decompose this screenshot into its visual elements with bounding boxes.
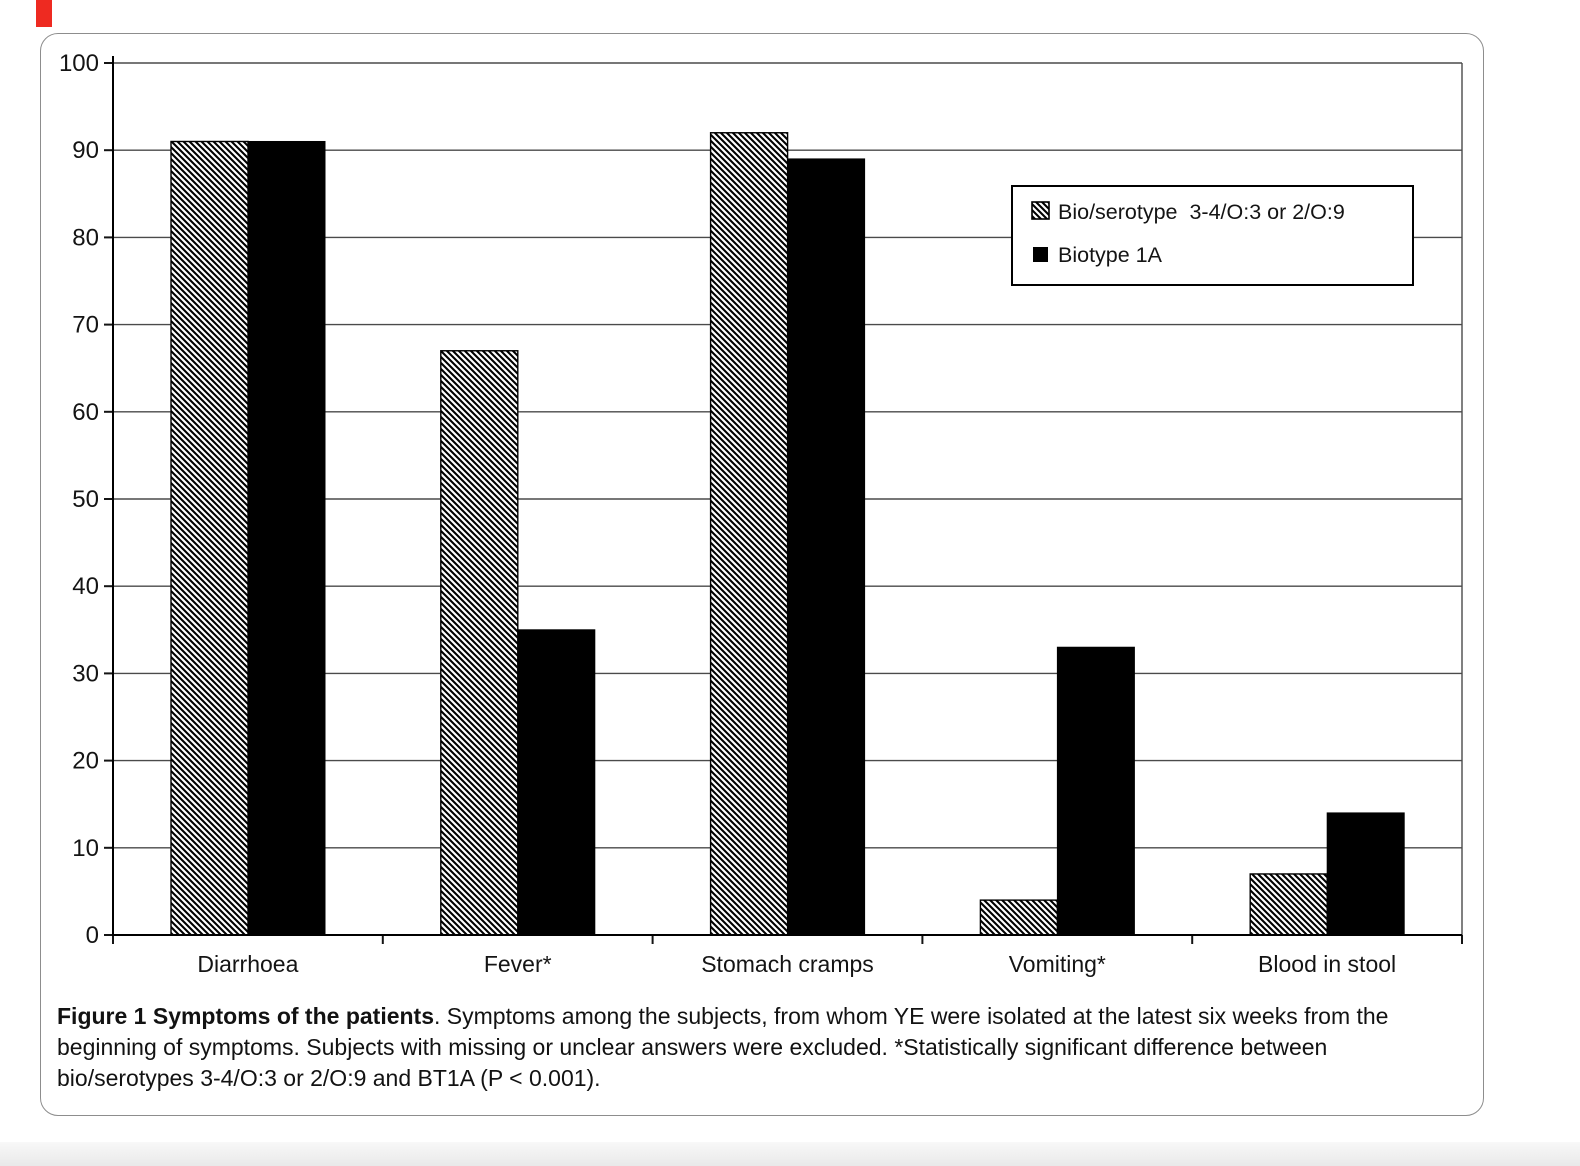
category-label: Fever* bbox=[484, 951, 552, 977]
legend-label-serotype: Bio/serotype 3-4/O:3 or 2/O:9 bbox=[1058, 200, 1345, 224]
y-tick-label: 60 bbox=[72, 399, 99, 426]
caption-body: . Symptoms among the subjects, from whom… bbox=[57, 1003, 1389, 1091]
bar-solid bbox=[517, 629, 596, 936]
legend-swatch-solid bbox=[1033, 247, 1048, 262]
bar-solid bbox=[1056, 646, 1135, 936]
y-tick-label: 0 bbox=[86, 922, 99, 949]
figure-caption: Figure 1 Symptoms of the patients. Sympt… bbox=[57, 1001, 1461, 1094]
y-tick-label: 70 bbox=[72, 312, 99, 339]
y-tick-label: 20 bbox=[72, 748, 99, 775]
bar-hatched bbox=[440, 350, 519, 936]
caption-title: Figure 1 Symptoms of the patients bbox=[57, 1003, 434, 1029]
y-tick-label: 50 bbox=[72, 486, 99, 513]
y-tick-label: 30 bbox=[72, 660, 99, 687]
bar-hatched bbox=[170, 140, 249, 936]
y-tick-label: 10 bbox=[72, 835, 99, 862]
footer-strip bbox=[0, 1142, 1580, 1166]
category-label: Blood in stool bbox=[1258, 951, 1396, 977]
category-label: Diarrhoea bbox=[197, 951, 298, 977]
y-tick-label: 40 bbox=[72, 573, 99, 600]
y-tick-label: 100 bbox=[59, 50, 99, 77]
bar-solid bbox=[1326, 812, 1405, 936]
category-label: Stomach cramps bbox=[701, 951, 874, 977]
red-marker bbox=[36, 0, 52, 27]
y-tick-label: 80 bbox=[72, 224, 99, 251]
bar-hatched bbox=[709, 132, 789, 936]
bar-solid bbox=[787, 158, 866, 936]
legend-swatch-hatched bbox=[1031, 201, 1050, 220]
bar-hatched bbox=[979, 899, 1059, 936]
y-tick-label: 90 bbox=[72, 137, 99, 164]
legend-box bbox=[1011, 185, 1414, 286]
legend-label-biotype1a: Biotype 1A bbox=[1058, 243, 1163, 267]
category-label: Vomiting* bbox=[1009, 951, 1106, 977]
bar-solid bbox=[247, 140, 326, 936]
bar-hatched bbox=[1249, 873, 1328, 936]
